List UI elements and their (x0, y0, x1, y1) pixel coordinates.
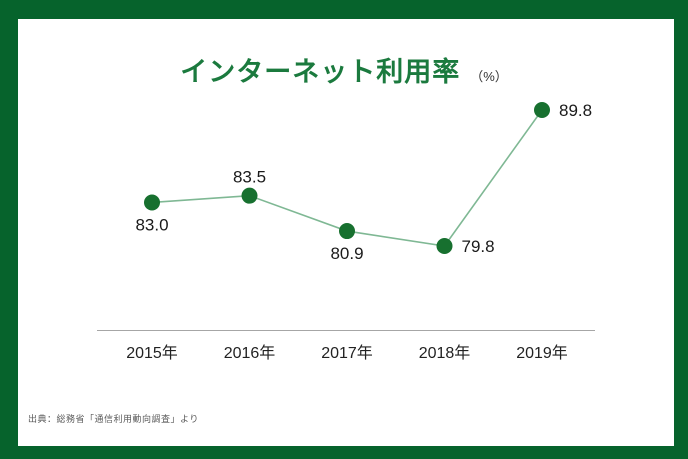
value-label-2019年: 89.8 (559, 101, 592, 120)
x-axis-label-2017年: 2017年 (321, 344, 373, 362)
x-axis-label-2018年: 2018年 (419, 344, 471, 362)
title-row: インターネット利用率 （%） (0, 50, 688, 89)
value-label-2015年: 83.0 (135, 215, 168, 234)
chart-unit-label: （%） (470, 69, 508, 84)
value-label-2018年: 79.8 (462, 237, 495, 256)
source-note: 出典：総務省「通信利用動向調査」より (28, 414, 199, 424)
x-axis-label-2016年: 2016年 (224, 344, 276, 362)
chart-title: インターネット利用率 (180, 57, 461, 87)
x-axis-label-2019年: 2019年 (516, 344, 568, 362)
value-label-2017年: 80.9 (330, 244, 363, 263)
data-point-2018年 (436, 238, 453, 254)
x-axis-label-2015年: 2015年 (126, 344, 178, 362)
data-point-2016年 (241, 187, 258, 204)
value-label-2016年: 83.5 (233, 168, 266, 187)
data-point-2019年 (534, 102, 550, 118)
data-point-2015年 (144, 194, 160, 211)
data-point-2017年 (339, 223, 355, 240)
